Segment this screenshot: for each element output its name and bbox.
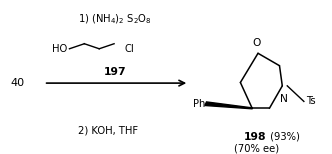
Text: N: N — [280, 94, 288, 104]
Text: HO: HO — [52, 44, 67, 54]
Text: 197: 197 — [104, 67, 126, 77]
Text: 2) KOH, THF: 2) KOH, THF — [78, 125, 138, 135]
Text: Ts: Ts — [306, 96, 316, 106]
Text: Ph: Ph — [193, 99, 205, 109]
Text: O: O — [253, 38, 261, 48]
Polygon shape — [205, 102, 252, 109]
Text: 40: 40 — [11, 78, 25, 88]
Text: (93%): (93%) — [267, 132, 300, 142]
Text: (70% ee): (70% ee) — [234, 143, 280, 153]
Text: 198: 198 — [244, 132, 266, 142]
Text: Cl: Cl — [125, 44, 134, 54]
Text: 1) (NH$_4$)$_2$ S$_2$O$_8$: 1) (NH$_4$)$_2$ S$_2$O$_8$ — [78, 12, 152, 26]
